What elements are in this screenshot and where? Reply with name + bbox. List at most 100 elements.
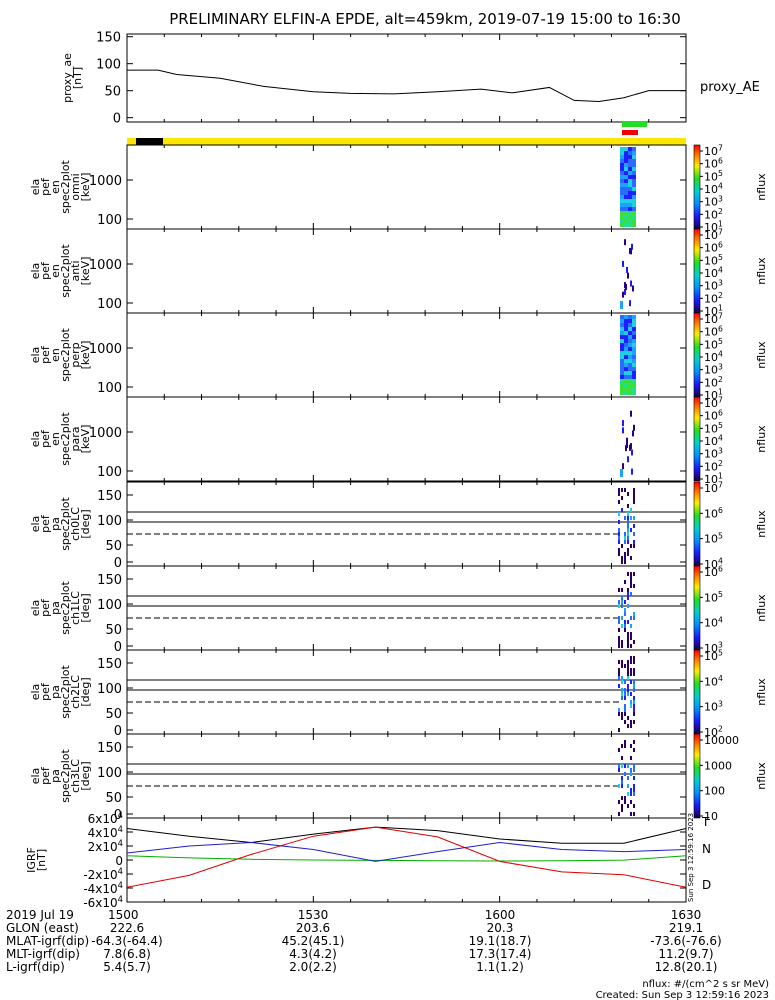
spectrogram-cell (624, 692, 626, 696)
y-tick-label: 50 (105, 539, 122, 554)
spectrogram-cell (630, 656, 632, 660)
y-axis-label-line: omni (69, 173, 82, 200)
spectrogram-cell (624, 800, 626, 804)
spectrogram-cell (628, 159, 632, 163)
y-axis-label-line: ela (29, 347, 42, 364)
spectrogram-cell (632, 339, 636, 343)
spectrogram-cell (618, 488, 620, 492)
spectrogram-cell (627, 504, 629, 508)
spectrogram-cell (632, 187, 636, 191)
spectrogram-cell (626, 441, 628, 448)
y-axis-label-line: en (49, 180, 62, 194)
spectrogram-cell (630, 680, 632, 684)
spectrogram-cell (630, 692, 632, 696)
spectrogram-cell (632, 387, 636, 391)
spectrogram-cell (618, 492, 620, 496)
spectrogram-cell (624, 219, 628, 223)
spectrogram-cell (628, 359, 632, 363)
spectrogram-cell (627, 660, 629, 664)
spectrogram-cell (628, 179, 632, 183)
y-axis-label-line: IGRF (25, 847, 38, 873)
spectrogram-cell (627, 552, 629, 556)
colorbar (693, 396, 701, 482)
spectrogram-cell (621, 640, 623, 644)
created-note: Created: Sun Sep 3 12:59:16 2023 (596, 990, 769, 1000)
y-axis-label-line: [deg] (79, 677, 92, 706)
axis-row-value: 1630 (671, 908, 702, 922)
spectrogram-cell (633, 688, 635, 692)
spectrogram-cell (621, 688, 623, 692)
colorbar-tick-label: 103 (704, 699, 723, 713)
colorbar-tick-label: 1000 (704, 759, 732, 772)
spectrogram-cell (632, 199, 636, 203)
colorbar-label: nflux (755, 257, 768, 285)
spectrogram-cell (624, 740, 626, 744)
spectrogram-cell (620, 167, 624, 171)
spectrogram-cell (633, 764, 635, 768)
spectrogram-cell (621, 776, 623, 780)
spectrogram-cell (624, 580, 626, 584)
spectrogram-panels: elapefenspec2plotomni[keV]10001001071061… (29, 144, 768, 823)
spectrogram-cell (627, 668, 629, 672)
spectrogram-cell (618, 604, 620, 608)
y-axis-label-line: pef (39, 261, 52, 280)
spectrogram-cell (624, 195, 628, 199)
y-tick-label: -4x104 (83, 880, 123, 896)
spectrogram-cell (632, 327, 636, 331)
y-tick-label: 100 (97, 514, 122, 529)
spectrogram-cell (630, 556, 632, 560)
spectrogram-cell (632, 359, 636, 363)
spectrogram-cell (627, 548, 629, 552)
igrf-series-label: T (701, 815, 710, 829)
spectrogram-cell (628, 327, 632, 331)
y-tick-label: -6x104 (83, 894, 123, 910)
spectrogram-cell (627, 520, 629, 524)
spectrogram-cell (632, 331, 636, 335)
spectrogram-cell (624, 387, 628, 391)
spectrogram-cell (627, 596, 629, 600)
collection-marker-green (622, 121, 647, 127)
y-axis-label-line: [keV] (79, 341, 92, 370)
spectrogram-cell (618, 512, 620, 516)
y-axis-label-line: [keV] (79, 257, 92, 286)
spectrogram-cell (624, 628, 626, 632)
spectrogram-cell (633, 424, 635, 431)
spectrogram-cell (628, 211, 632, 215)
igrf-series-line (126, 841, 687, 862)
colorbar (693, 312, 701, 398)
axis-row-value: 2.0(2.2) (289, 960, 337, 974)
y-tick-label: 50 (105, 623, 122, 638)
spectrogram-cell (633, 488, 635, 492)
axis-row-value: 45.2(45.1) (282, 934, 345, 948)
spectrogram-cell (628, 223, 632, 227)
y-axis-label-line: spec2plot (59, 328, 72, 382)
colorbar (693, 733, 701, 819)
y-axis-label-line: proxy_ae (61, 53, 74, 103)
spectrogram-cell (618, 684, 620, 688)
spectrogram-cell (620, 469, 623, 477)
spectrogram-cell (627, 524, 629, 528)
spectrogram-cell (618, 768, 620, 772)
colorbar-tick-label: 103 (704, 446, 723, 460)
spectrogram-cell (624, 191, 628, 195)
y-tick-label: 100 (97, 381, 122, 396)
spectrogram-cell (628, 371, 632, 375)
axis-row-value: 1.1(1.2) (476, 960, 524, 974)
spectrogram-cell (630, 584, 632, 588)
spectrogram-cell (620, 223, 624, 227)
spectrogram-cell (630, 772, 632, 776)
spectrogram-cell (628, 351, 632, 355)
spectrogram-cell (620, 155, 624, 159)
igrf-series-line (126, 855, 687, 862)
spectrogram-cell (630, 528, 632, 532)
spectrogram-cell (621, 604, 623, 608)
spectrogram-frame (126, 312, 687, 398)
created-side-label: Sun Sep 3 12:59:16 2023 (687, 813, 695, 902)
spectrogram-cell (633, 496, 635, 500)
colorbar-tick-label: 104 (704, 266, 723, 280)
spectrogram-cell (625, 445, 627, 452)
spectrogram-cell (624, 363, 628, 367)
spectrogram-cell (628, 315, 632, 319)
spectrogram-cell (628, 167, 632, 171)
spectrogram-cell (630, 704, 632, 708)
